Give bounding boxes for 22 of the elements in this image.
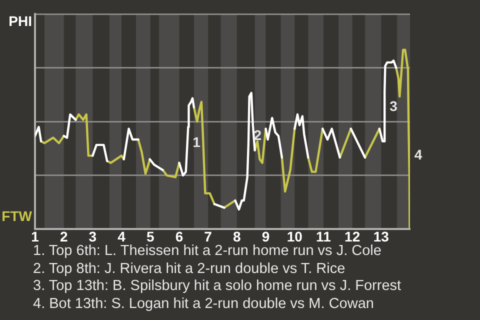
text: PHI [8, 12, 32, 29]
text: 2. Top 8th: J. Rivera hit a 2-run double vs T. Rice [33, 260, 346, 278]
x-tick-label: 1 [31, 228, 40, 244]
x-tick-label: 12 [344, 228, 360, 244]
x-tick-label: 9 [262, 228, 270, 244]
x-tick-label: 11 [316, 228, 332, 244]
annotation: 1 [192, 134, 201, 150]
x-tick-label: 13 [373, 228, 390, 244]
x-tick-label: 5 [146, 228, 154, 244]
x-tick-label: 8 [233, 228, 242, 244]
x-tick-label: 4 [118, 228, 126, 244]
annotation: 3 [390, 98, 398, 114]
text: 1. Top 6th: L. Theissen hit a 2-run home run vs J. Cole [33, 243, 382, 261]
annotation: 4 [414, 146, 422, 163]
x-tick-label: 2 [60, 228, 68, 244]
text: 3. Top 13th: B. Spilsbury hit a solo home run vs J. Forrest [33, 278, 402, 296]
x-tick-label: 10 [286, 228, 303, 244]
text: 4. Bot 13th: S. Logan hit a 2-run double vs M. Cowan [33, 296, 375, 314]
x-tick-label: 7 [204, 228, 212, 244]
x-tick-label: 6 [175, 228, 184, 244]
x-tick-label: 3 [88, 228, 97, 244]
text: FTW [2, 208, 33, 224]
